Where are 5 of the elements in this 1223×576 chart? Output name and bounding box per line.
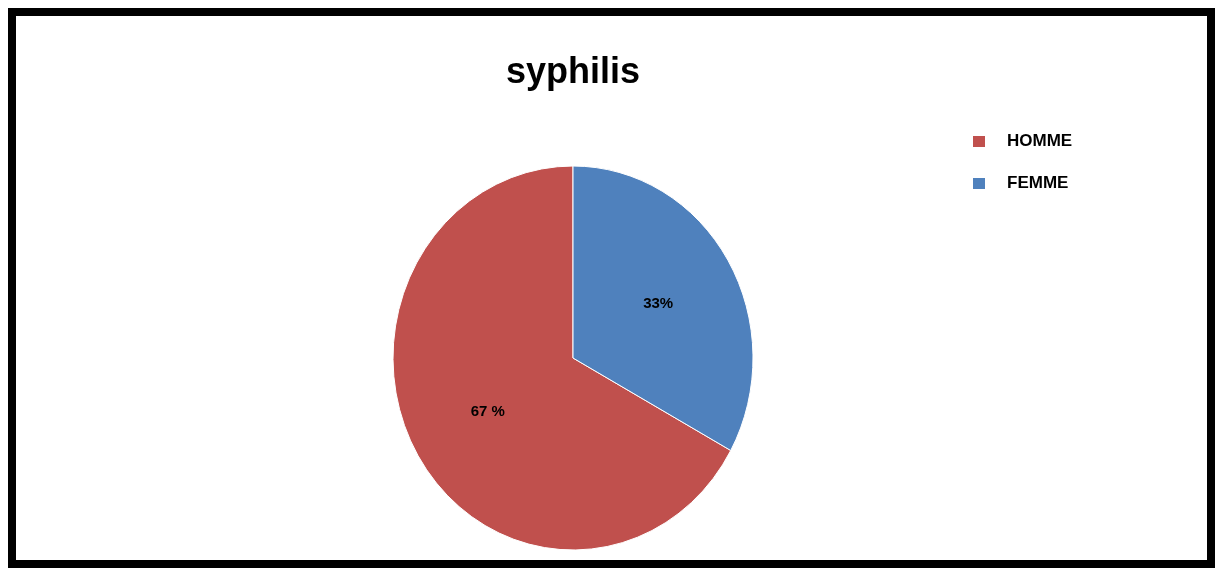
data-label: 67 % [470, 401, 505, 419]
chart-title: syphilis [505, 50, 641, 91]
legend-label: HOMME [1007, 131, 1073, 150]
legend-label: FEMME [1007, 173, 1069, 192]
data-label: 33% [643, 294, 674, 312]
